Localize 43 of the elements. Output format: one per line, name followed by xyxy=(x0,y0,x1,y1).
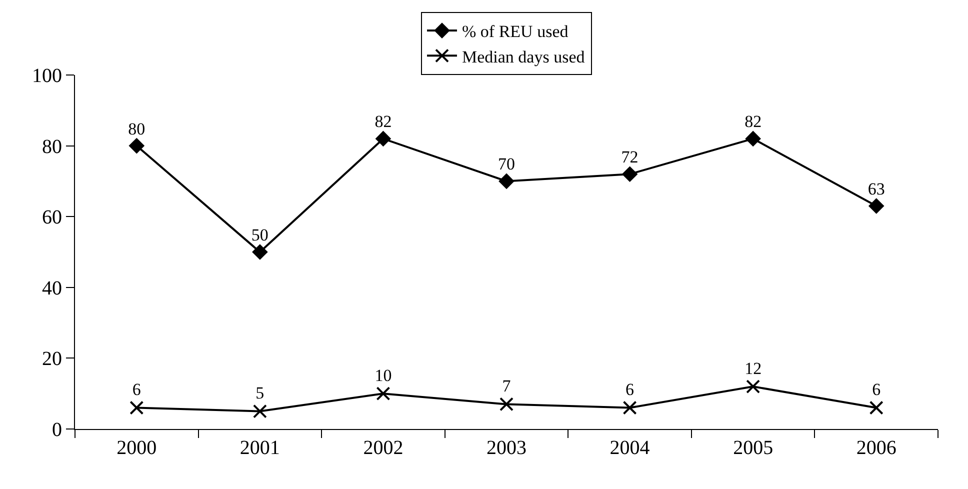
point xyxy=(376,131,391,146)
y-tick-label: 60 xyxy=(42,206,62,229)
data-label: 6 xyxy=(626,380,634,400)
x-tick-label: 2001 xyxy=(240,437,280,459)
x-tick-label: 2006 xyxy=(856,437,896,459)
data-label: 12 xyxy=(744,358,762,378)
point xyxy=(622,400,637,415)
data-label: 5 xyxy=(256,384,264,403)
x-tick-label: 2004 xyxy=(610,437,650,459)
data-label: 6 xyxy=(132,380,141,400)
y-tick-label: 20 xyxy=(42,348,62,370)
point xyxy=(129,138,144,154)
point xyxy=(622,166,638,182)
x-tick-label: 2000 xyxy=(116,437,157,459)
y-tick-label: 100 xyxy=(32,65,62,87)
legend-label: Median days used xyxy=(462,47,586,66)
data-label: 80 xyxy=(128,119,146,138)
x-tick-label: 2005 xyxy=(733,437,774,459)
y-tick-label: 80 xyxy=(42,136,62,158)
point xyxy=(746,131,761,146)
y-tick-label: 0 xyxy=(52,419,62,441)
legend-label: % of REU used xyxy=(462,22,569,42)
x-tick-label: 2002 xyxy=(363,437,404,459)
point xyxy=(252,404,267,418)
point xyxy=(500,397,514,412)
data-label: 82 xyxy=(374,112,392,132)
point xyxy=(499,174,514,189)
point xyxy=(868,198,884,214)
data-label: 6 xyxy=(872,380,881,400)
data-label: 82 xyxy=(744,112,762,132)
data-label: 10 xyxy=(374,366,392,385)
data-label: 63 xyxy=(868,179,885,198)
point xyxy=(746,380,760,394)
y-tick-label: 40 xyxy=(42,277,62,300)
point xyxy=(869,400,884,415)
data-label: 72 xyxy=(621,148,638,167)
data-label: 50 xyxy=(251,226,268,244)
point xyxy=(376,386,390,401)
point xyxy=(130,400,144,415)
x-tick-label: 2003 xyxy=(486,437,526,459)
data-label: 7 xyxy=(502,376,512,396)
point xyxy=(252,244,268,260)
data-label: 70 xyxy=(498,154,515,174)
